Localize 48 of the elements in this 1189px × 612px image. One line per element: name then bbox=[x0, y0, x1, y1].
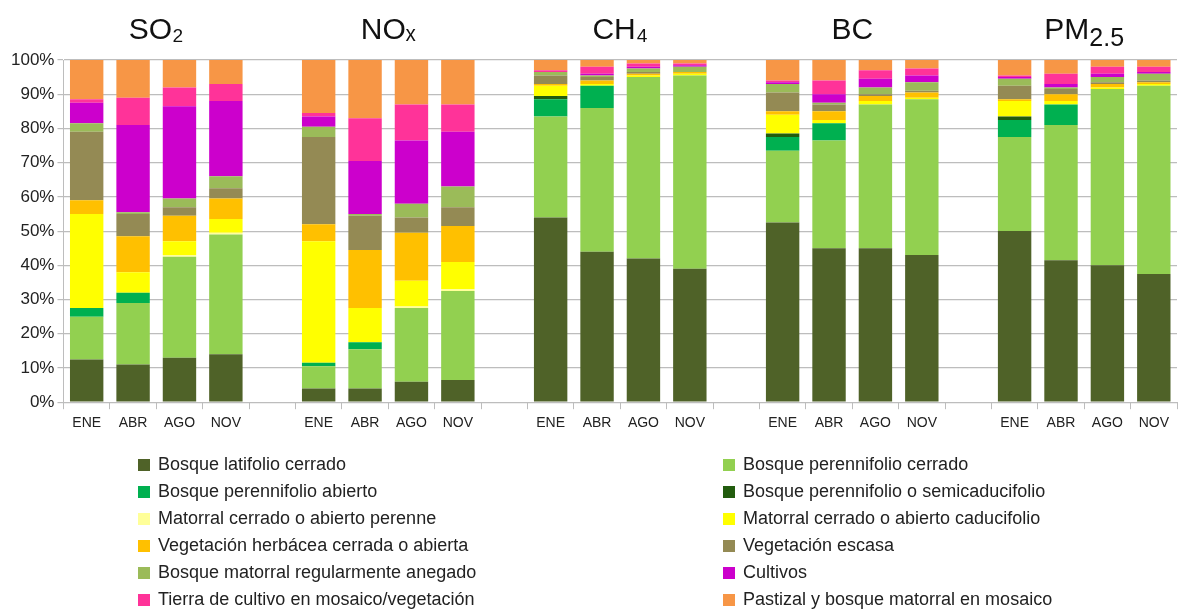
text: SO₂ bbox=[128, 12, 184, 46]
y-tick-label: 40% bbox=[20, 255, 55, 275]
y-tick-label: 60% bbox=[20, 186, 55, 206]
legend-label: Bosque latifolio cerrado bbox=[158, 454, 347, 475]
y-tick-label: 10% bbox=[20, 357, 55, 377]
x-tick-label: AGO bbox=[859, 414, 892, 431]
y-tick-label: 0% bbox=[29, 391, 55, 411]
x-tick-label: NOV bbox=[906, 414, 938, 431]
x-tick-label: NOV bbox=[442, 414, 474, 431]
legend-label: Matorral cerrado o abierto perenne bbox=[158, 508, 437, 529]
x-tick-label: ABR bbox=[814, 414, 844, 431]
legend-label: Bosque matorral regularmente anegado bbox=[158, 562, 477, 583]
text: CH₄ bbox=[592, 12, 649, 46]
x-tick-label: ABR bbox=[582, 414, 612, 431]
x-tick-label: ABR bbox=[1046, 414, 1076, 431]
legend-label: Bosque perennifolio o semicaducifolio bbox=[743, 481, 1046, 502]
x-tick-label: ENE bbox=[1000, 414, 1030, 431]
legend-label: Bosque perennifolio cerrado bbox=[743, 454, 969, 475]
y-tick-label: 70% bbox=[20, 152, 55, 172]
x-tick-label: ABR bbox=[350, 414, 380, 431]
legend-label: Matorral cerrado o abierto caducifolio bbox=[743, 508, 1041, 529]
x-tick-label: AGO bbox=[1091, 414, 1124, 431]
x-tick-label: NOV bbox=[210, 414, 242, 431]
x-tick-label: ENE bbox=[768, 414, 798, 431]
y-tick-label: 90% bbox=[20, 83, 55, 103]
x-tick-label: ENE bbox=[304, 414, 334, 431]
y-tick-label: 80% bbox=[20, 118, 55, 138]
legend-label: Bosque perennifolio abierto bbox=[158, 481, 378, 502]
y-tick-label: 50% bbox=[20, 220, 55, 240]
x-tick-label: NOV bbox=[1138, 414, 1170, 431]
text: NOₓ bbox=[360, 12, 416, 46]
y-tick-label: 20% bbox=[20, 323, 55, 343]
x-tick-label: ENE bbox=[72, 414, 102, 431]
x-tick-label: AGO bbox=[627, 414, 660, 431]
legend-label: Vegetación herbácea cerrada o abierta bbox=[158, 535, 469, 556]
legend-label: Cultivos bbox=[743, 562, 808, 583]
x-tick-label: NOV bbox=[674, 414, 706, 431]
text: BC bbox=[831, 12, 874, 46]
x-tick-label: ABR bbox=[118, 414, 148, 431]
legend-label: Tierra de cultivo en mosaico/vegetación bbox=[158, 589, 475, 610]
text: PM$_{2.5}$ bbox=[1044, 12, 1125, 52]
legend-label: Pastizal y bosque matorral en mosaico bbox=[743, 589, 1053, 610]
y-tick-label: 30% bbox=[20, 289, 55, 309]
legend-label: Vegetación escasa bbox=[743, 535, 895, 556]
x-tick-label: ENE bbox=[536, 414, 566, 431]
x-tick-label: AGO bbox=[395, 414, 428, 431]
y-tick-label: 100% bbox=[11, 49, 55, 69]
x-tick-label: AGO bbox=[163, 414, 196, 431]
